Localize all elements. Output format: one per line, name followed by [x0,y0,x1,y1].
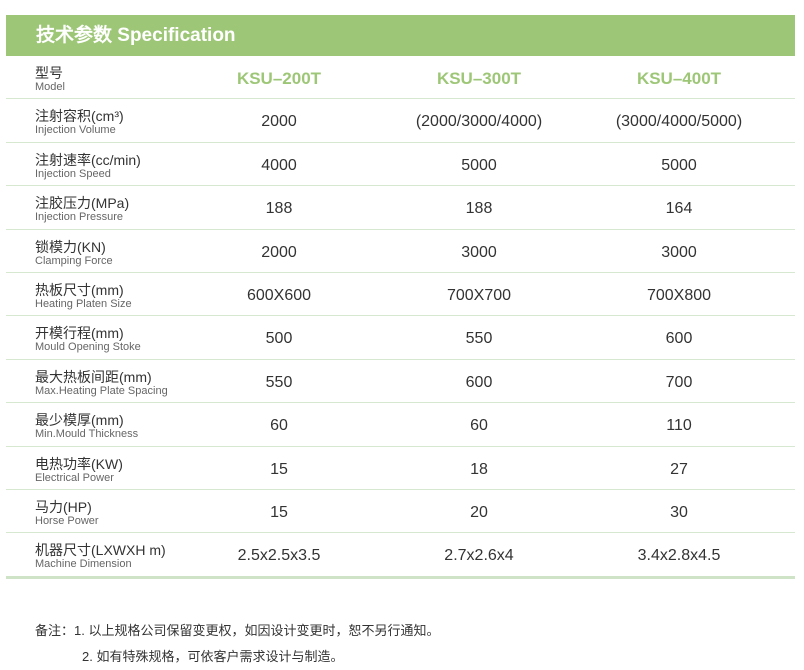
table-row: 最少模厚(mm) Min.Mould Thickness 60 60 110 [6,403,795,447]
row-label-en: Injection Pressure [35,211,124,224]
row-label-cn: 马力(HP) [35,498,92,515]
row-label-cn: 注射速率(cc/min) [35,151,141,168]
row-label-en: Min.Mould Thickness [35,428,139,441]
cell-value: 3000 [461,243,497,261]
cell-value: 60 [270,417,288,435]
cell-value: 600X600 [246,286,312,304]
cell-value: 700X800 [646,286,712,304]
cell-value: 15 [270,460,288,478]
cell-value: 600 [465,373,493,391]
row-label-cn: 注胶压力(MPa) [35,195,130,212]
model-row: 型号 Model KSU–200T KSU–300T KSU–400T [6,56,795,100]
row-label-cn: 最大热板间距(mm) [35,368,152,385]
table-row: 锁模力(KN) Clamping Force 2000 3000 3000 [6,230,795,273]
spec-table: 型号 Model KSU–200T KSU–300T KSU–400T 注射容积(… [6,56,795,579]
cell-value: 15 [270,503,288,521]
row-label-cn: 型号 [35,65,63,81]
row-label-en: Machine Dimension [35,558,132,571]
row-label-en: Model [35,81,65,93]
cell-value: (3000/4000/5000) [615,113,743,131]
row-label-cn: 热板尺寸(mm) [35,281,124,298]
cell-value: 550 [465,330,493,348]
row-label-en: Horse Power [35,514,99,527]
cell-value: 110 [666,417,692,435]
cell-value: 2.7x2.6x4 [444,547,514,565]
table-row: 马力(HP) Horse Power 15 20 30 [6,490,795,534]
row-label-en: Injection Volume [35,124,116,137]
model-name: KSU–400T [636,69,722,88]
row-label-en: Clamping Force [35,254,113,267]
cell-value: 2.5x2.5x3.5 [237,547,321,565]
row-label-cn: 锁模力(KN) [35,238,106,255]
cell-value: 27 [670,460,688,478]
cell-value: 60 [470,417,488,435]
row-label-en: Mould Opening Stoke [35,341,141,354]
row-label-cn: 最少模厚(mm) [35,412,124,429]
table-row: 开模行程(mm) Mould Opening Stoke 500 550 600 [6,316,795,360]
model-name: KSU–300T [436,69,522,88]
cell-value: 5000 [661,156,697,174]
cell-value: 550 [265,373,293,391]
table-row: 注胶压力(MPa) Injection Pressure 188 188 164 [6,186,795,230]
cell-value: 164 [665,200,693,218]
cell-value: 700X700 [446,286,512,304]
row-label-en: Electrical Power [35,471,114,484]
table-row: 最大热板间距(mm) Max.Heating Plate Spacing 550 60… [6,360,795,404]
cell-value: 20 [470,503,488,521]
note-line: 备注：1. 以上规格公司保留变更权，如因设计变更时，恕不另行通知。 [35,623,440,638]
table-row: 注射速率(cc/min) Injection Speed 4000 5000 5000 [6,143,795,187]
cell-value: 188 [265,200,293,218]
cell-value: 3.4x2.8x4.5 [637,547,721,565]
section-title: 技术参数 Specification [36,25,236,46]
cell-value: (2000/3000/4000) [415,113,543,131]
section-header: 技术参数 Specification [6,15,795,56]
row-label-cn: 电热功率(KW) [35,455,123,472]
note-line: 2. 如有特殊规格，可依客户需求设计与制造。 [82,649,344,664]
row-label-cn: 机器尺寸(LXWXH m) [35,542,166,559]
cell-value: 188 [465,200,493,218]
cell-value: 600 [665,330,693,348]
row-label-en: Heating Platen Size [35,297,132,310]
cell-value: 5000 [461,156,497,174]
row-label-en: Injection Speed [35,167,111,180]
cell-value: 700 [665,373,693,391]
row-label-en: Max.Heating Plate Spacing [35,384,168,397]
table-row: 注射容积(cm³) Injection Volume 2000 (2000/3000/… [6,99,795,143]
row-label-cn: 注射容积(cm³) [35,108,124,125]
cell-value: 2000 [261,113,297,131]
cell-value: 2000 [261,243,297,261]
cell-value: 3000 [661,243,697,261]
row-label-cn: 开模行程(mm) [35,325,124,342]
table-row: 电热功率(KW) Electrical Power 15 18 27 [6,447,795,490]
table-row: 机器尺寸(LXWXH m) Machine Dimension 2.5x2.5x3.… [6,533,795,579]
notes: 备注：1. 以上规格公司保留变更权，如因设计变更时，恕不另行通知。 2. 如有特… [35,618,439,670]
table-row: 热板尺寸(mm) Heating Platen Size 600X600 700X70… [6,273,795,317]
cell-value: 18 [470,460,488,478]
model-name: KSU–200T [236,69,322,88]
cell-value: 4000 [261,156,297,174]
cell-value: 500 [265,330,293,348]
cell-value: 30 [670,503,688,521]
